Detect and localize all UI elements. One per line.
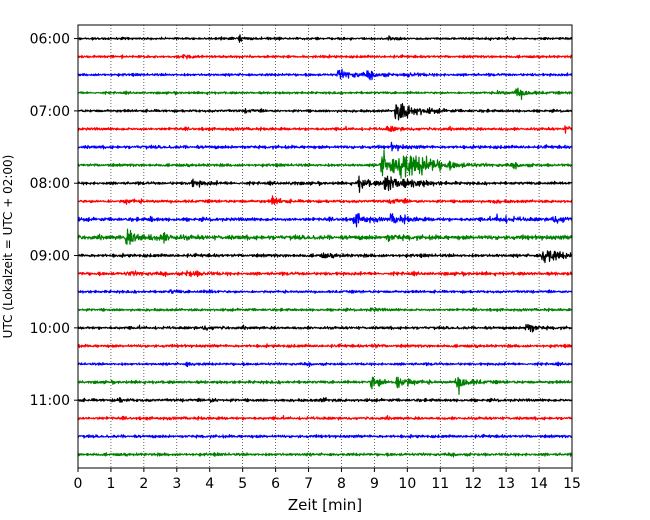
x-axis-ticks: 0 1 2 3 4 5 6 7 8 9 10 11 12 13 14 15 bbox=[74, 468, 581, 492]
trace-1115 bbox=[77, 415, 573, 421]
x-tick-label: 13 bbox=[497, 476, 515, 492]
trace-0700 bbox=[77, 103, 573, 121]
x-tick-label: 12 bbox=[464, 476, 482, 492]
trace-0845 bbox=[77, 228, 573, 245]
x-tick-label: 15 bbox=[563, 476, 581, 492]
axes-frame bbox=[77, 24, 573, 469]
x-tick-label: 8 bbox=[337, 476, 346, 492]
x-tick-label: 5 bbox=[238, 476, 247, 492]
x-tick-label: 1 bbox=[106, 476, 115, 492]
x-tick-label: 14 bbox=[530, 476, 548, 492]
trace-0715 bbox=[77, 125, 573, 134]
trace-0915 bbox=[77, 270, 573, 278]
trace-0745 bbox=[77, 149, 573, 179]
trace-0830 bbox=[77, 213, 573, 228]
grid-lines bbox=[110, 25, 540, 468]
x-tick-label: 7 bbox=[304, 476, 313, 492]
trace-0615 bbox=[77, 54, 573, 60]
trace-1000 bbox=[77, 323, 573, 333]
trace-0630 bbox=[77, 68, 573, 81]
y-tick-label: 10:00 bbox=[30, 321, 70, 337]
y-axis-ticks: 06:00 07:00 08:00 09:00 10:00 11:00 bbox=[30, 32, 78, 409]
trace-0600 bbox=[77, 34, 573, 43]
trace-1100 bbox=[77, 397, 573, 403]
trace-1030 bbox=[77, 361, 573, 368]
y-tick-label: 06:00 bbox=[30, 32, 70, 48]
x-tick-label: 3 bbox=[172, 476, 181, 492]
x-tick-label: 10 bbox=[398, 476, 416, 492]
trace-1145 bbox=[77, 452, 573, 458]
trace-0900 bbox=[77, 250, 573, 264]
trace-1045 bbox=[77, 376, 573, 395]
y-axis-label: UTC (Lokalzeit = UTC + 02:00) bbox=[1, 155, 15, 339]
trace-1130 bbox=[77, 433, 573, 439]
x-tick-label: 9 bbox=[370, 476, 379, 492]
trace-0815 bbox=[77, 195, 573, 205]
x-tick-label: 4 bbox=[205, 476, 214, 492]
trace-1015 bbox=[77, 343, 573, 349]
traces-group bbox=[77, 34, 573, 458]
x-axis-label: Zeit [min] bbox=[288, 496, 362, 514]
x-tick-label: 0 bbox=[74, 476, 83, 492]
y-tick-label: 08:00 bbox=[30, 176, 70, 192]
trace-0800 bbox=[77, 175, 573, 193]
y-tick-label: 11:00 bbox=[30, 393, 70, 409]
x-tick-label: 11 bbox=[431, 476, 449, 492]
x-tick-label: 2 bbox=[139, 476, 148, 492]
trace-0730 bbox=[77, 141, 573, 152]
y-tick-label: 07:00 bbox=[30, 104, 70, 120]
trace-0945 bbox=[77, 307, 573, 313]
y-tick-label: 09:00 bbox=[30, 249, 70, 265]
trace-0645 bbox=[77, 87, 573, 101]
trace-0930 bbox=[77, 289, 573, 294]
x-tick-label: 6 bbox=[271, 476, 280, 492]
